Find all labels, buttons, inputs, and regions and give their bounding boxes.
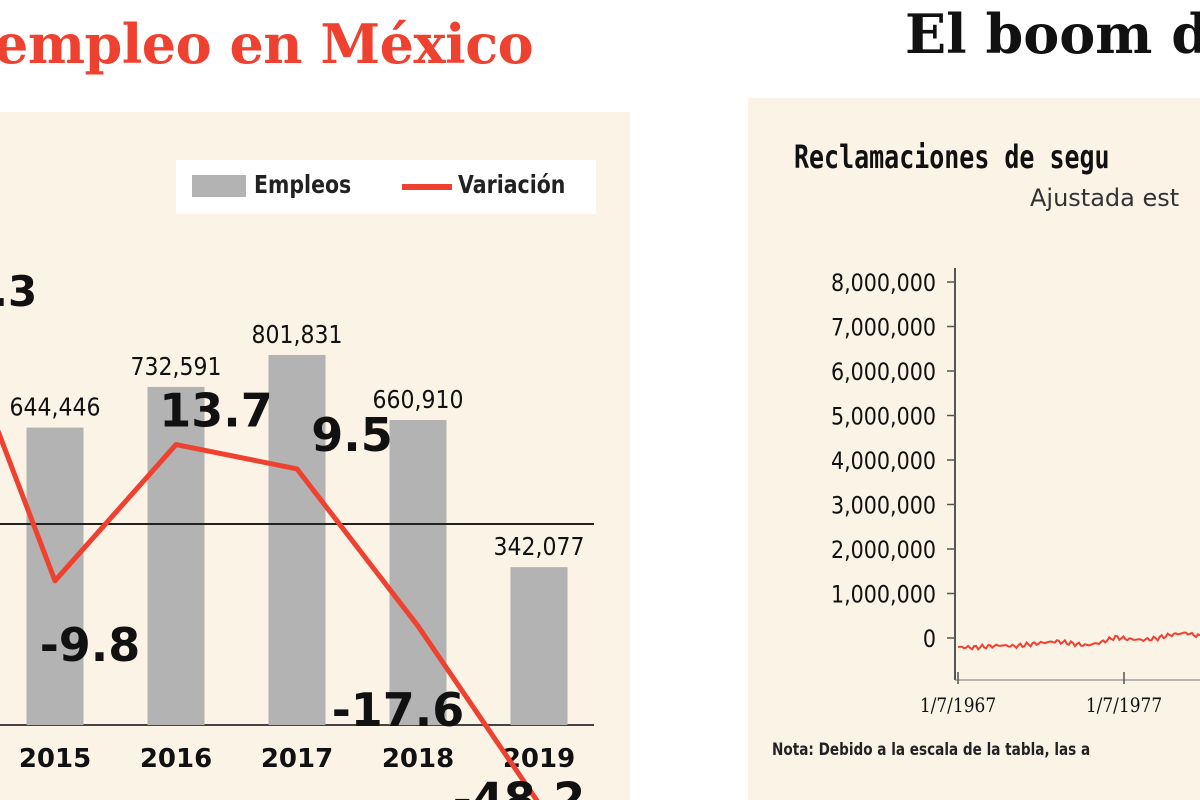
bar-empleos-2019	[510, 567, 568, 725]
variation-label-partial: .3	[0, 267, 37, 316]
bar-value-label-2019: 342,077	[494, 532, 585, 562]
right-x-tick-label: 1/7/1967	[920, 695, 996, 718]
x-tick-label-2015: 2015	[19, 744, 91, 774]
legend-swatch-variacion	[402, 184, 452, 190]
bar-value-label-2018: 660,910	[373, 385, 464, 415]
bar-empleos-2018	[389, 419, 447, 725]
right-chart-subtitle: Ajustada est	[1030, 184, 1180, 212]
right-y-tick-label: 1,000,000	[831, 581, 936, 609]
right-x-tick-label: 1/7/1977	[1086, 695, 1162, 718]
chart-title-right: El boom d	[905, 2, 1200, 66]
right-y-tick-label: 5,000,000	[831, 403, 936, 431]
variation-label-2015: -9.8	[40, 618, 141, 672]
bar-empleos-2017	[268, 354, 326, 725]
variation-line	[0, 429, 540, 800]
legend-swatch-empleos	[192, 175, 246, 197]
x-tick-label-2018: 2018	[382, 744, 454, 774]
x-tick-label-2016: 2016	[140, 744, 212, 774]
right-series-line	[957, 631, 1200, 651]
variation-label-2016: 13.7	[159, 384, 273, 438]
legend-label-variacion: Variación	[458, 170, 566, 199]
x-tick-label-2017: 2017	[261, 744, 333, 774]
right-y-tick-label: 3,000,000	[831, 492, 936, 520]
right-y-tick-label: 4,000,000	[831, 448, 936, 476]
bar-value-label-2017: 801,831	[252, 320, 343, 350]
chart-title-left: empleo en México	[0, 12, 534, 76]
right-y-tick-label: 8,000,000	[831, 270, 936, 298]
right-chart-note: Nota: Debido a la escala de la tabla, la…	[772, 740, 1091, 760]
variation-label-2019: -48.2	[453, 773, 586, 800]
legend-label-empleos: Empleos	[254, 170, 352, 199]
right-y-tick-label: 0	[923, 626, 936, 654]
legend: Empleos Variación	[176, 160, 596, 214]
variation-label-2018: -17.6	[332, 683, 465, 737]
right-y-tick-label: 7,000,000	[831, 314, 936, 342]
bar-value-label-2015: 644,446	[10, 392, 101, 422]
bar-value-label-2016: 732,591	[131, 352, 222, 382]
right-y-tick-label: 6,000,000	[831, 359, 936, 387]
right-y-tick-label: 2,000,000	[831, 537, 936, 565]
variation-label-2017: 9.5	[311, 408, 393, 462]
right-chart-title: Reclamaciones de segu	[794, 138, 1110, 176]
bar-empleos-2016	[147, 386, 205, 725]
